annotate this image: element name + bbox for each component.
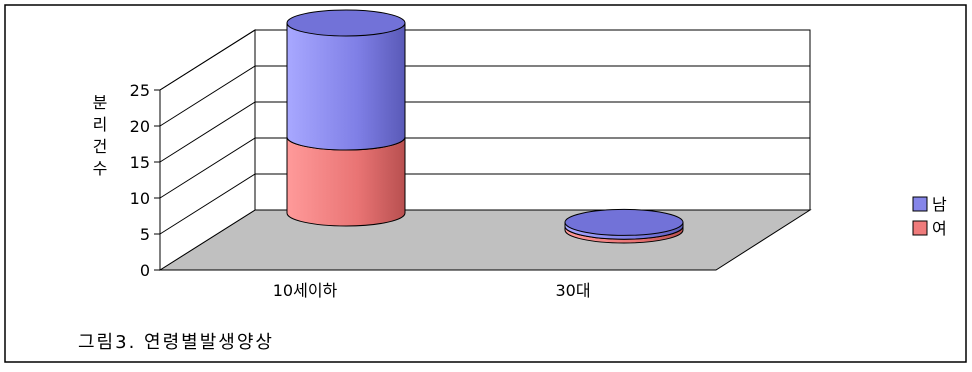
chart-floor [158,209,812,271]
y-tick-label: 10 [130,189,150,208]
bars [286,9,684,244]
gridline-side [159,173,256,235]
legend-swatch-여 [912,220,928,236]
legend-label-여: 여 [932,219,947,238]
bar-남-30대 [564,208,684,240]
legend-label-남: 남 [932,195,947,214]
x-tick-label: 30대 [555,281,590,300]
y-tick-label: 15 [130,153,150,172]
y-tick-label: 5 [140,225,150,244]
x-tick-label: 10세이하 [273,281,338,300]
figure-caption: 그림3. 연령별발생양상 [78,332,274,353]
gridline-side [159,101,256,163]
y-tick-label: 25 [130,81,150,100]
y-tick-label: 0 [140,261,150,280]
legend-swatch-남 [912,196,928,212]
x-axis-ticks: 10세이하 30대 [273,281,591,300]
gridline-side [159,29,256,91]
bar-남-10세이하 [286,9,406,151]
gridline-side [159,137,256,199]
legend: 남여 [912,195,947,238]
gridline-side [159,65,256,127]
y-tick-label: 20 [130,117,150,136]
y-axis-ticks: 0 5 10 15 20 25 [130,81,160,280]
